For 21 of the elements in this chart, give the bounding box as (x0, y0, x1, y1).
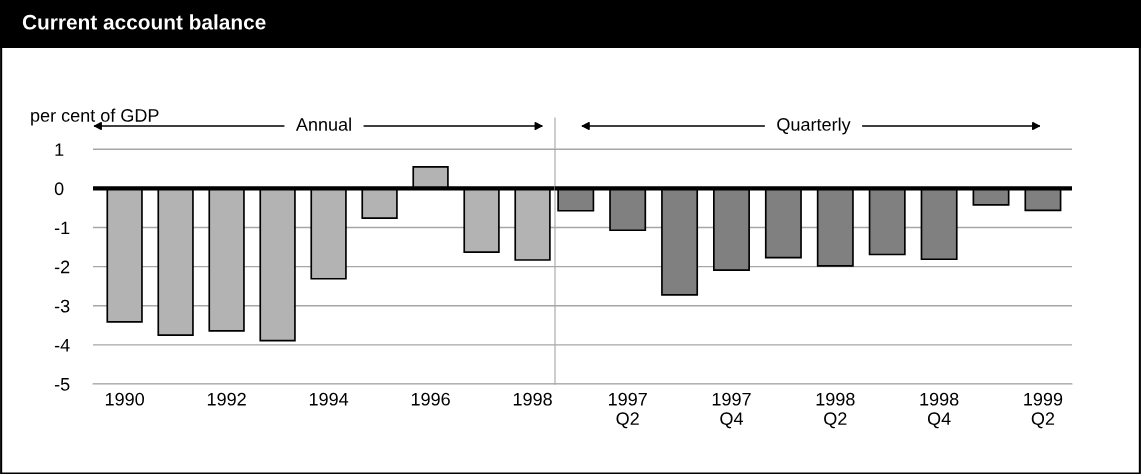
x-tick-label: 1998 Q2 (816, 392, 855, 429)
text: Quarterly (777, 117, 851, 135)
y-tick-label: -3 (54, 299, 70, 313)
x-tick-label: 1996 (411, 392, 450, 406)
x-tick-label: 1998 (513, 392, 552, 406)
y-tick-label: -2 (54, 260, 70, 274)
y-tick-label: -5 (54, 378, 70, 391)
y-axis-title: per cent of GDP (31, 108, 159, 126)
x-tick-label: 1997 Q4 (712, 392, 751, 429)
x-tick-label: 1998 Q4 (920, 392, 959, 429)
x-tick-label: 1997 Q2 (608, 392, 647, 429)
x-tick-label: 1999 Q2 (1024, 392, 1063, 429)
y-tick-label: 0 (54, 182, 64, 196)
x-tick-label: 1994 (309, 392, 349, 406)
x-tick-label: 1992 (207, 392, 246, 406)
chart-title: Current account balance (22, 14, 266, 30)
y-tick-label: 1 (55, 143, 64, 156)
x-tick-label: 1990 (105, 392, 144, 406)
text: Annual (295, 117, 351, 131)
y-tick-label: -1 (54, 221, 70, 235)
y-tick-label: -4 (54, 339, 70, 352)
